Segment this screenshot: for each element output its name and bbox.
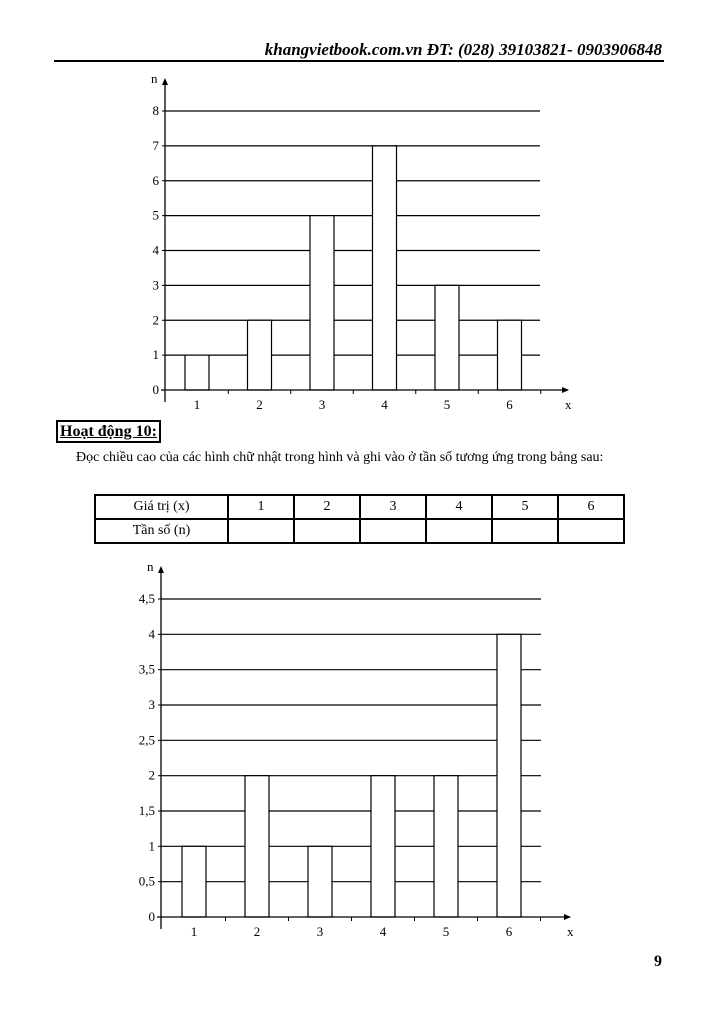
frequency-cell[interactable]: [557, 518, 625, 544]
frequency-cell[interactable]: [425, 518, 493, 544]
y-axis-label: n: [151, 71, 158, 86]
y-tick-label: 4,5: [139, 591, 155, 606]
value-cell: 2: [293, 494, 361, 520]
y-tick-label: 0: [153, 382, 160, 397]
y-tick-label: 4: [149, 626, 156, 641]
value-cell: 3: [359, 494, 427, 520]
bar: [307, 845, 333, 918]
frequency-table: Giá trị (x) 1 2 3 4 5 6 Tần số (n): [94, 494, 625, 544]
y-tick-label: 4: [153, 243, 160, 258]
x-tick-label: 2: [254, 924, 261, 939]
x-tick-label: 3: [319, 397, 326, 412]
x-tick-label: 4: [380, 924, 387, 939]
x-axis-arrow-icon: [564, 914, 571, 920]
y-tick-label: 1,5: [139, 803, 155, 818]
bar: [496, 319, 523, 391]
x-tick-label: 2: [256, 397, 263, 412]
value-cell: 1: [227, 494, 295, 520]
y-axis-arrow-icon: [162, 78, 168, 85]
x-tick-label: 6: [506, 397, 513, 412]
bar: [496, 633, 522, 918]
x-tick-label: 1: [194, 397, 201, 412]
frequency-cell[interactable]: [359, 518, 427, 544]
activity-instruction: Đọc chiều cao của các hình chữ nhật tron…: [76, 450, 604, 465]
y-tick-label: 3: [153, 277, 160, 292]
x-tick-label: 5: [444, 397, 451, 412]
header-rule: [54, 60, 664, 62]
x-axis-arrow-icon: [562, 387, 569, 393]
value-cell: 6: [557, 494, 625, 520]
activity-heading: Hoạt động 10:: [56, 420, 161, 443]
x-axis-label: x: [565, 397, 572, 412]
x-tick-label: 1: [191, 924, 198, 939]
y-axis-label: n: [147, 559, 154, 574]
y-tick-label: 7: [153, 138, 160, 153]
y-tick-label: 6: [153, 173, 160, 188]
y-axis-arrow-icon: [158, 566, 164, 573]
y-tick-label: 3,5: [139, 662, 155, 677]
header-contact: khangvietbook.com.vn ĐT: (028) 39103821-…: [264, 40, 662, 59]
frequency-cell[interactable]: [293, 518, 361, 544]
bar: [433, 775, 459, 918]
bar: [244, 775, 270, 918]
bar: [181, 845, 207, 918]
bar: [370, 775, 396, 918]
y-tick-label: 1: [153, 347, 160, 362]
table-row-frequencies: Tần số (n): [94, 518, 625, 544]
row-label-frequency: Tần số (n): [94, 518, 229, 544]
bar: [309, 215, 335, 391]
y-tick-label: 3: [149, 697, 156, 712]
frequency-cell[interactable]: [491, 518, 559, 544]
bar: [246, 319, 273, 391]
row-label-values: Giá trị (x): [94, 494, 229, 520]
page-number: 9: [654, 953, 662, 970]
value-cell: 5: [491, 494, 559, 520]
x-tick-label: 6: [506, 924, 513, 939]
y-tick-label: 2,5: [139, 732, 155, 747]
x-tick-label: 5: [443, 924, 450, 939]
bar: [371, 145, 398, 391]
x-axis-label: x: [567, 924, 574, 939]
y-tick-label: 8: [153, 103, 160, 118]
y-tick-label: 5: [153, 208, 160, 223]
table-row-values: Giá trị (x) 1 2 3 4 5 6: [94, 494, 625, 520]
bar: [434, 284, 460, 391]
value-cell: 4: [425, 494, 493, 520]
y-tick-label: 1: [149, 838, 156, 853]
y-tick-label: 2: [153, 312, 160, 327]
x-tick-label: 4: [381, 397, 388, 412]
y-tick-label: 0,5: [139, 874, 155, 889]
frequency-cell[interactable]: [227, 518, 295, 544]
x-tick-label: 3: [317, 924, 324, 939]
y-tick-label: 2: [149, 768, 156, 783]
y-tick-label: 0: [149, 909, 156, 924]
